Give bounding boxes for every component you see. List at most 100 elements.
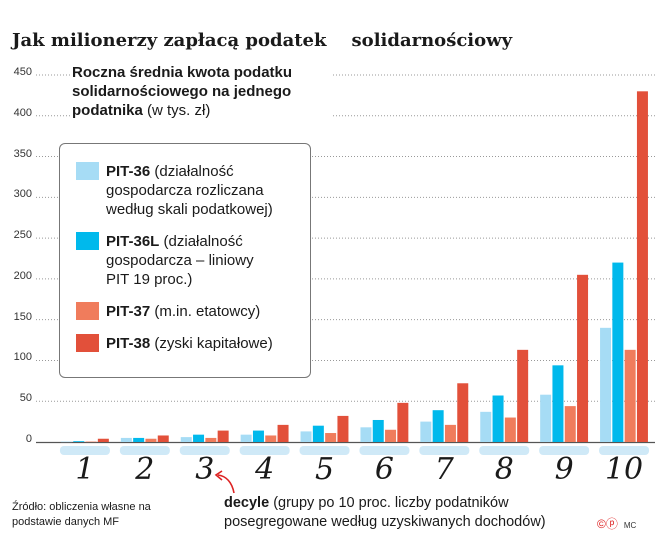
bar-pit-37-decile-4 bbox=[265, 435, 277, 442]
bar-pit-36l-decile-10 bbox=[612, 262, 624, 442]
legend-label: PIT-36 bbox=[106, 163, 151, 180]
bar-pit-38-decile-6 bbox=[397, 402, 409, 442]
bar-pit-36l-decile-8 bbox=[492, 395, 504, 442]
legend-item-pit36l: PIT-36L (działalność gospodarcza – linio… bbox=[76, 232, 276, 289]
x-axis-label: decyle (grupy po 10 proc. liczby podatni… bbox=[224, 494, 594, 532]
source-note: Źródło: obliczenia własne na podstawie d… bbox=[12, 501, 151, 528]
y-tick-label: 100 bbox=[13, 351, 32, 364]
bar-pit-37-decile-3 bbox=[205, 437, 217, 442]
y-tick-label: 250 bbox=[13, 229, 32, 242]
legend-desc: (m.in. etatowcy) bbox=[154, 303, 261, 320]
y-tick-label: 450 bbox=[13, 66, 32, 78]
bar-pit-36-decile-6 bbox=[360, 427, 372, 442]
bar-pit-36-decile-4 bbox=[240, 434, 252, 442]
bar-pit-37-decile-8 bbox=[504, 417, 516, 442]
bar-pit-36-decile-8 bbox=[480, 411, 492, 442]
bar-pit-38-decile-8 bbox=[517, 349, 529, 442]
bar-pit-37-decile-2 bbox=[145, 438, 157, 442]
legend-label: PIT-38 bbox=[106, 335, 151, 352]
category-pill bbox=[59, 446, 110, 455]
category-pill bbox=[539, 446, 590, 455]
bar-pit-38-decile-9 bbox=[577, 274, 589, 442]
bar-pit-36l-decile-5 bbox=[312, 425, 324, 442]
y-tick-label: 0 bbox=[25, 433, 32, 445]
bar-pit-36l-decile-9 bbox=[552, 365, 564, 442]
category-pill bbox=[359, 446, 410, 455]
bar-pit-37-decile-7 bbox=[444, 424, 456, 442]
y-tick-label: 150 bbox=[13, 310, 32, 323]
legend-swatch bbox=[76, 334, 99, 352]
x-tick-label: 3 bbox=[195, 452, 215, 487]
legend-label: PIT-37 bbox=[106, 303, 151, 320]
legend-desc: (zyski kapitałowe) bbox=[154, 335, 273, 352]
legend-item-pit38: PIT-38 (zyski kapitałowe) bbox=[76, 334, 301, 353]
bar-pit-37-decile-10 bbox=[624, 349, 636, 442]
x-tick-label: 7 bbox=[434, 452, 454, 487]
x-tick-label: 6 bbox=[374, 452, 394, 487]
legend-item-pit37: PIT-37 (m.in. etatowcy) bbox=[76, 302, 301, 321]
legend-desc: (działalność gospodarcza rozliczana wedł… bbox=[106, 163, 273, 218]
bar-pit-37-decile-5 bbox=[325, 433, 337, 442]
x-tick-label: 9 bbox=[554, 452, 574, 487]
bar-pit-36-decile-7 bbox=[420, 421, 432, 442]
legend-swatch bbox=[76, 232, 99, 250]
chart-subtitle: Roczna średnia kwota podatku solidarnośc… bbox=[72, 63, 332, 120]
x-tick-label: 10 bbox=[604, 452, 644, 487]
category-pill bbox=[419, 446, 470, 455]
legend-swatch bbox=[76, 302, 99, 320]
credit: MC bbox=[623, 521, 637, 530]
bar-pit-36l-decile-1 bbox=[73, 441, 85, 442]
bar-pit-38-decile-7 bbox=[457, 383, 469, 442]
copyright-icon: ©ⓟ bbox=[597, 517, 618, 531]
bar-pit-36-decile-3 bbox=[180, 437, 192, 442]
category-pill bbox=[179, 446, 230, 455]
bar-pit-36l-decile-6 bbox=[372, 419, 384, 442]
x-tick-label: 4 bbox=[255, 452, 275, 487]
x-label-bold: decyle bbox=[224, 495, 270, 511]
bar-pit-38-decile-1 bbox=[97, 438, 109, 442]
y-tick-label: 50 bbox=[19, 392, 32, 405]
bar-pit-38-decile-10 bbox=[636, 91, 648, 443]
category-pill bbox=[119, 446, 170, 455]
bar-pit-36-decile-2 bbox=[120, 437, 132, 442]
bar-pit-36-decile-1 bbox=[60, 441, 72, 443]
bar-pit-37-decile-6 bbox=[385, 429, 397, 442]
legend-desc: (działalność gospodarcza – liniowy PIT 1… bbox=[106, 233, 254, 288]
bar-pit-37-decile-9 bbox=[564, 406, 576, 442]
bar-pit-38-decile-5 bbox=[337, 415, 349, 442]
y-tick-label: 300 bbox=[13, 188, 32, 201]
legend-swatch bbox=[76, 162, 99, 180]
bar-pit-36-decile-10 bbox=[600, 327, 612, 442]
category-pill bbox=[599, 446, 650, 455]
bar-pit-36-decile-5 bbox=[300, 431, 312, 442]
y-tick-label: 200 bbox=[13, 269, 32, 282]
x-tick-label: 5 bbox=[315, 452, 335, 487]
category-pill bbox=[299, 446, 350, 455]
bar-pit-36-decile-9 bbox=[540, 394, 552, 442]
copyright: ©ⓟ MC bbox=[597, 515, 636, 532]
subtitle-unit: (w tys. zł) bbox=[147, 102, 211, 119]
bar-pit-36l-decile-2 bbox=[133, 437, 145, 442]
bar-pit-36l-decile-4 bbox=[252, 430, 264, 442]
legend-item-pit36: PIT-36 (działalność gospodarcza rozlicza… bbox=[76, 162, 301, 219]
chart-title: Jak milionerzy zapłacą podatek solidarno… bbox=[12, 30, 513, 51]
bar-pit-38-decile-2 bbox=[157, 435, 169, 442]
legend: PIT-36 (działalność gospodarcza rozlicza… bbox=[59, 143, 311, 378]
x-tick-label: 2 bbox=[135, 452, 155, 487]
y-tick-label: 350 bbox=[13, 147, 32, 160]
bar-pit-38-decile-3 bbox=[217, 430, 229, 442]
y-tick-label: 400 bbox=[13, 106, 32, 119]
bar-pit-38-decile-4 bbox=[277, 424, 289, 442]
bar-pit-36l-decile-3 bbox=[193, 434, 205, 442]
legend-label: PIT-36L bbox=[106, 233, 160, 250]
category-pill bbox=[479, 446, 530, 455]
category-pill bbox=[239, 446, 290, 455]
subtitle-bold: Roczna średnia kwota podatku solidarnośc… bbox=[72, 64, 293, 119]
x-label-text: (grupy po 10 proc. liczby podatników pos… bbox=[224, 495, 546, 530]
bar-pit-36l-decile-7 bbox=[432, 410, 444, 442]
bar-pit-37-decile-1 bbox=[85, 441, 97, 443]
x-tick-label: 1 bbox=[75, 452, 95, 487]
x-tick-label: 8 bbox=[494, 452, 514, 487]
